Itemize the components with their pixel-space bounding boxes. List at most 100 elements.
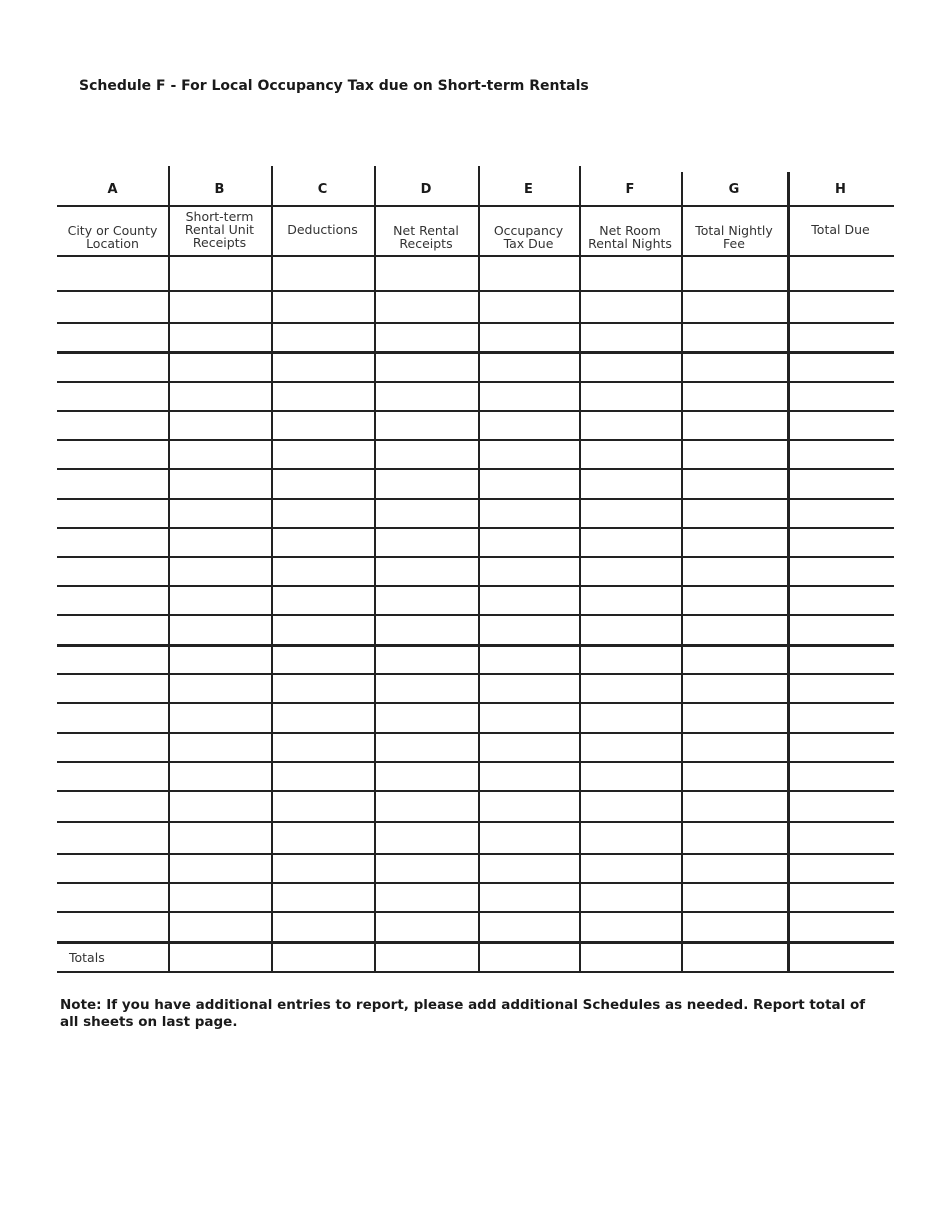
entry-cell[interactable] bbox=[683, 734, 786, 760]
entry-cell[interactable] bbox=[376, 353, 477, 380]
entry-cell[interactable] bbox=[170, 558, 270, 584]
entry-cell[interactable] bbox=[789, 587, 893, 613]
entry-cell[interactable] bbox=[376, 383, 477, 409]
entry-cell[interactable] bbox=[480, 353, 578, 380]
entry-cell[interactable] bbox=[581, 646, 680, 672]
entry-cell[interactable] bbox=[581, 292, 680, 321]
entry-cell[interactable] bbox=[581, 616, 680, 643]
entry-cell[interactable] bbox=[789, 616, 893, 643]
entry-cell[interactable] bbox=[683, 292, 786, 321]
entry-cell[interactable] bbox=[480, 470, 578, 497]
entry-cell[interactable] bbox=[581, 855, 680, 881]
entry-cell[interactable] bbox=[170, 324, 270, 350]
entry-cell[interactable] bbox=[273, 792, 373, 820]
entry-cell[interactable] bbox=[683, 500, 786, 526]
entry-cell[interactable] bbox=[170, 616, 270, 643]
entry-cell[interactable] bbox=[376, 412, 477, 438]
entry-cell[interactable] bbox=[170, 913, 270, 940]
totals-cell[interactable] bbox=[683, 943, 786, 970]
entry-cell[interactable] bbox=[581, 558, 680, 584]
entry-cell[interactable] bbox=[683, 353, 786, 380]
entry-cell[interactable] bbox=[59, 587, 167, 613]
entry-cell[interactable] bbox=[376, 324, 477, 350]
entry-cell[interactable] bbox=[376, 470, 477, 497]
entry-cell[interactable] bbox=[273, 616, 373, 643]
entry-cell[interactable] bbox=[273, 441, 373, 467]
entry-cell[interactable] bbox=[273, 884, 373, 910]
entry-cell[interactable] bbox=[170, 792, 270, 820]
entry-cell[interactable] bbox=[376, 792, 477, 820]
entry-cell[interactable] bbox=[170, 704, 270, 731]
entry-cell[interactable] bbox=[683, 257, 786, 289]
entry-cell[interactable] bbox=[480, 763, 578, 789]
entry-cell[interactable] bbox=[581, 884, 680, 910]
entry-cell[interactable] bbox=[581, 792, 680, 820]
entry-cell[interactable] bbox=[683, 913, 786, 940]
entry-cell[interactable] bbox=[376, 823, 477, 852]
entry-cell[interactable] bbox=[480, 792, 578, 820]
entry-cell[interactable] bbox=[59, 675, 167, 701]
entry-cell[interactable] bbox=[376, 529, 477, 555]
entry-cell[interactable] bbox=[789, 675, 893, 701]
entry-cell[interactable] bbox=[480, 734, 578, 760]
entry-cell[interactable] bbox=[581, 441, 680, 467]
entry-cell[interactable] bbox=[789, 855, 893, 881]
entry-cell[interactable] bbox=[59, 792, 167, 820]
entry-cell[interactable] bbox=[170, 470, 270, 497]
entry-cell[interactable] bbox=[683, 792, 786, 820]
totals-cell[interactable] bbox=[480, 943, 578, 970]
entry-cell[interactable] bbox=[59, 412, 167, 438]
entry-cell[interactable] bbox=[273, 675, 373, 701]
entry-cell[interactable] bbox=[480, 500, 578, 526]
entry-cell[interactable] bbox=[683, 412, 786, 438]
entry-cell[interactable] bbox=[789, 763, 893, 789]
entry-cell[interactable] bbox=[376, 558, 477, 584]
entry-cell[interactable] bbox=[59, 441, 167, 467]
entry-cell[interactable] bbox=[480, 324, 578, 350]
entry-cell[interactable] bbox=[170, 675, 270, 701]
entry-cell[interactable] bbox=[170, 383, 270, 409]
entry-cell[interactable] bbox=[59, 353, 167, 380]
entry-cell[interactable] bbox=[789, 529, 893, 555]
entry-cell[interactable] bbox=[683, 646, 786, 672]
entry-cell[interactable] bbox=[59, 292, 167, 321]
entry-cell[interactable] bbox=[273, 704, 373, 731]
totals-cell[interactable] bbox=[376, 943, 477, 970]
entry-cell[interactable] bbox=[59, 913, 167, 940]
entry-cell[interactable] bbox=[273, 470, 373, 497]
entry-cell[interactable] bbox=[170, 441, 270, 467]
entry-cell[interactable] bbox=[480, 587, 578, 613]
entry-cell[interactable] bbox=[59, 855, 167, 881]
entry-cell[interactable] bbox=[789, 792, 893, 820]
entry-cell[interactable] bbox=[170, 823, 270, 852]
entry-cell[interactable] bbox=[273, 558, 373, 584]
entry-cell[interactable] bbox=[376, 646, 477, 672]
entry-cell[interactable] bbox=[789, 500, 893, 526]
entry-cell[interactable] bbox=[273, 913, 373, 940]
entry-cell[interactable] bbox=[581, 470, 680, 497]
entry-cell[interactable] bbox=[480, 616, 578, 643]
totals-cell[interactable] bbox=[170, 943, 270, 970]
entry-cell[interactable] bbox=[789, 324, 893, 350]
entry-cell[interactable] bbox=[376, 884, 477, 910]
entry-cell[interactable] bbox=[683, 823, 786, 852]
entry-cell[interactable] bbox=[789, 704, 893, 731]
entry-cell[interactable] bbox=[581, 257, 680, 289]
entry-cell[interactable] bbox=[59, 529, 167, 555]
entry-cell[interactable] bbox=[273, 383, 373, 409]
entry-cell[interactable] bbox=[581, 383, 680, 409]
entry-cell[interactable] bbox=[683, 704, 786, 731]
entry-cell[interactable] bbox=[683, 675, 786, 701]
entry-cell[interactable] bbox=[789, 470, 893, 497]
entry-cell[interactable] bbox=[480, 383, 578, 409]
entry-cell[interactable] bbox=[683, 441, 786, 467]
entry-cell[interactable] bbox=[581, 704, 680, 731]
entry-cell[interactable] bbox=[59, 558, 167, 584]
entry-cell[interactable] bbox=[581, 500, 680, 526]
entry-cell[interactable] bbox=[480, 646, 578, 672]
entry-cell[interactable] bbox=[480, 558, 578, 584]
entry-cell[interactable] bbox=[376, 734, 477, 760]
entry-cell[interactable] bbox=[581, 529, 680, 555]
entry-cell[interactable] bbox=[789, 558, 893, 584]
entry-cell[interactable] bbox=[581, 823, 680, 852]
